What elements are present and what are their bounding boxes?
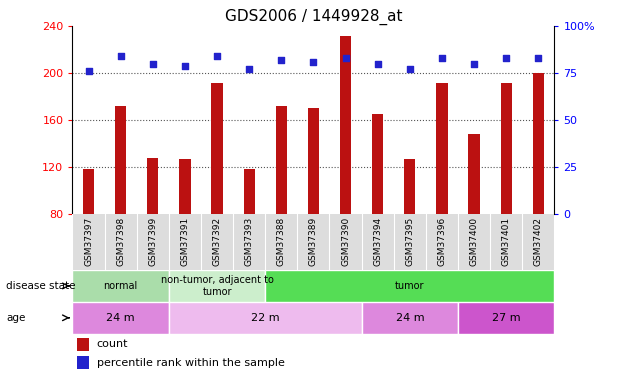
Bar xyxy=(308,108,319,214)
Text: GSM37396: GSM37396 xyxy=(437,216,447,266)
Point xyxy=(533,55,543,61)
Point xyxy=(372,61,382,67)
Text: normal: normal xyxy=(103,281,138,291)
Point xyxy=(212,53,222,59)
Text: GSM37388: GSM37388 xyxy=(277,216,286,266)
Text: count: count xyxy=(96,339,128,349)
Text: GSM37402: GSM37402 xyxy=(534,216,543,266)
Bar xyxy=(501,82,512,214)
Text: 22 m: 22 m xyxy=(251,313,280,323)
Bar xyxy=(180,159,190,214)
Bar xyxy=(244,169,255,214)
Point xyxy=(340,55,350,61)
Text: 27 m: 27 m xyxy=(492,313,520,323)
Text: tumor: tumor xyxy=(395,281,425,291)
Text: GSM37390: GSM37390 xyxy=(341,216,350,266)
Text: GSM37398: GSM37398 xyxy=(116,216,125,266)
Text: GSM37401: GSM37401 xyxy=(501,216,511,266)
Bar xyxy=(533,73,544,214)
Point xyxy=(116,53,126,59)
Text: GSM37395: GSM37395 xyxy=(405,216,415,266)
Point xyxy=(437,55,447,61)
Bar xyxy=(77,356,89,369)
Bar xyxy=(169,270,265,302)
Point xyxy=(180,63,190,69)
Point xyxy=(244,66,254,72)
Bar xyxy=(437,82,447,214)
Text: GSM37394: GSM37394 xyxy=(373,216,382,266)
Text: 24 m: 24 m xyxy=(106,313,135,323)
Bar xyxy=(372,114,383,214)
Bar xyxy=(72,302,169,334)
Bar xyxy=(83,169,94,214)
Bar xyxy=(276,106,287,214)
Bar xyxy=(469,134,479,214)
Bar xyxy=(458,302,554,334)
Bar xyxy=(147,158,158,214)
Point xyxy=(83,68,94,74)
Text: disease state: disease state xyxy=(6,281,76,291)
Bar xyxy=(362,302,458,334)
Bar xyxy=(265,270,554,302)
Point xyxy=(276,57,286,63)
Text: GSM37399: GSM37399 xyxy=(148,216,158,266)
Bar xyxy=(340,36,351,214)
Text: GSM37400: GSM37400 xyxy=(469,216,479,266)
Text: percentile rank within the sample: percentile rank within the sample xyxy=(96,358,284,368)
Text: 24 m: 24 m xyxy=(396,313,424,323)
Text: GSM37391: GSM37391 xyxy=(180,216,190,266)
Bar xyxy=(115,106,126,214)
Text: GSM37392: GSM37392 xyxy=(212,216,222,266)
Point xyxy=(469,61,479,67)
Title: GDS2006 / 1449928_at: GDS2006 / 1449928_at xyxy=(225,9,402,25)
Point xyxy=(308,59,318,65)
Text: age: age xyxy=(6,313,26,323)
Text: non-tumor, adjacent to
tumor: non-tumor, adjacent to tumor xyxy=(161,275,273,297)
Bar xyxy=(404,159,415,214)
Point xyxy=(404,66,415,72)
Point xyxy=(501,55,511,61)
Text: GSM37389: GSM37389 xyxy=(309,216,318,266)
Bar xyxy=(169,302,362,334)
Bar xyxy=(77,338,89,351)
Bar xyxy=(212,82,222,214)
Point xyxy=(147,61,158,67)
Bar xyxy=(72,270,169,302)
Text: GSM37397: GSM37397 xyxy=(84,216,93,266)
Text: GSM37393: GSM37393 xyxy=(244,216,254,266)
